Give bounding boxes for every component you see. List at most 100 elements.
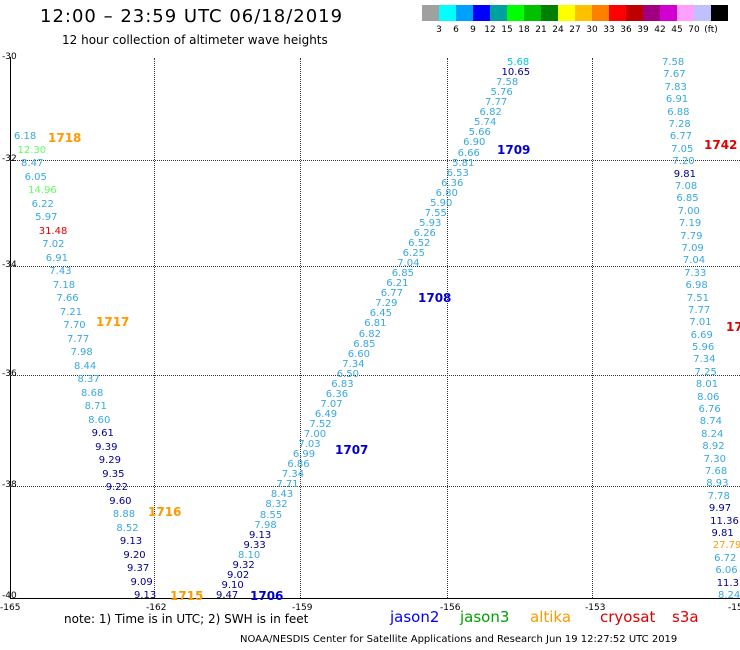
wave-height-value: 6.45 xyxy=(369,308,392,320)
wave-height-value: 6.60 xyxy=(347,348,371,360)
wave-height-value: 6.50 xyxy=(336,368,360,380)
wave-height-value: 7.58 xyxy=(496,77,519,89)
wave-height-value: 7.43 xyxy=(49,266,72,277)
wave-height-value: 7.04 xyxy=(397,258,420,270)
wave-height-value: 6.86 xyxy=(287,459,310,471)
legend-label: 6 xyxy=(453,25,459,35)
wave-height-value: 6.66 xyxy=(457,147,480,159)
mission-label: s3a xyxy=(672,608,699,626)
wave-height-value: 9.81 xyxy=(711,528,734,540)
pass-number-label: 17 xyxy=(726,320,740,334)
pass-number-label: 1716 xyxy=(148,505,182,519)
wave-height-value: 6.82 xyxy=(358,328,382,340)
wave-height-value: 6.36 xyxy=(325,388,349,400)
pass-number-label: 1708 xyxy=(418,291,452,305)
page-subtitle: 12 hour collection of altimeter wave hei… xyxy=(62,33,328,47)
wave-height-value: 5.76 xyxy=(490,87,513,99)
wave-height-value: 7.04 xyxy=(682,255,706,267)
wave-height-value: 6.77 xyxy=(380,288,403,300)
legend-label: 3 xyxy=(436,25,442,35)
wave-height-value: 8.71 xyxy=(84,401,107,412)
wave-height-value: 7.08 xyxy=(675,180,698,192)
wave-height-value: 14.96 xyxy=(28,185,57,196)
wave-height-value: 6.36 xyxy=(441,177,464,189)
wave-height-value: 9.81 xyxy=(673,168,696,180)
wave-height-value: 8.92 xyxy=(702,441,725,453)
wave-height-value: 5.68 xyxy=(507,57,530,68)
wave-height-value: 8.44 xyxy=(74,360,97,372)
wave-height-value: 31.48 xyxy=(38,225,68,237)
wave-height-value: 9.22 xyxy=(105,482,129,493)
wave-height-value: 11.36 xyxy=(710,515,739,527)
legend-label: 39 xyxy=(637,25,649,35)
wave-height-value: 9.10 xyxy=(221,579,244,591)
legend-swatch xyxy=(507,5,524,21)
wave-height-value: 9.20 xyxy=(123,549,146,561)
wave-height-value: 6.99 xyxy=(292,449,316,461)
latitude-tick-label: -40 xyxy=(2,591,17,601)
wave-height-value: 7.68 xyxy=(704,466,728,478)
wave-height-value: 9.61 xyxy=(91,428,114,439)
legend-swatch xyxy=(575,5,592,21)
wave-height-value: 7.28 xyxy=(668,118,691,130)
longitude-gridline xyxy=(592,58,593,598)
legend-swatch xyxy=(541,5,558,21)
wave-height-value: 9.13 xyxy=(248,529,272,541)
legend-label: (ft) xyxy=(704,25,718,35)
wave-height-value: 7.02 xyxy=(42,239,65,250)
wave-height-value: 6.83 xyxy=(331,378,354,390)
legend-label: 42 xyxy=(654,25,666,35)
legend-swatch xyxy=(609,5,626,21)
plot-bottom-border xyxy=(10,598,740,599)
legend-label: 9 xyxy=(470,25,476,35)
wave-height-value: 7.58 xyxy=(662,57,685,68)
legend-swatch xyxy=(677,5,694,21)
wave-height-value: 7.83 xyxy=(664,81,687,93)
longitude-tick-label: -165 xyxy=(0,603,21,613)
wave-height-value: 9.35 xyxy=(102,468,125,480)
wave-height-value: 9.09 xyxy=(130,576,153,588)
wave-height-value: 6.49 xyxy=(314,408,338,420)
wave-height-value: 7.21 xyxy=(59,306,83,318)
wave-height-value: 8.43 xyxy=(270,489,294,501)
wave-height-value: 9.47 xyxy=(216,590,239,601)
pass-number-label: 1709 xyxy=(497,143,531,157)
wave-height-value: 9.37 xyxy=(126,563,150,574)
wave-height-value: 5.66 xyxy=(468,127,491,139)
wave-height-value: 6.90 xyxy=(463,137,486,149)
wave-height-value: 6.91 xyxy=(665,94,689,106)
wave-height-value: 5.74 xyxy=(474,117,497,129)
legend-swatch xyxy=(592,5,609,21)
wave-height-value: 8.60 xyxy=(88,414,111,426)
wave-height-value: 5.96 xyxy=(691,342,715,354)
wave-height-value: 7.18 xyxy=(52,279,76,291)
legend-label: 70 xyxy=(688,25,700,35)
footer-credit: NOAA/NESDIS Center for Satellite Applica… xyxy=(240,634,678,645)
wave-height-value: 6.77 xyxy=(669,131,693,143)
legend-label: 45 xyxy=(671,25,683,35)
latitude-gridline xyxy=(10,266,740,267)
legend-label: 12 xyxy=(484,25,496,35)
wave-height-value: 7.03 xyxy=(298,439,321,451)
longitude-tick-label: -153 xyxy=(585,603,606,613)
legend-swatch xyxy=(490,5,507,21)
wave-height-value: 5.81 xyxy=(452,157,475,169)
wave-height-value: 7.71 xyxy=(276,479,299,491)
wave-height-value: 9.13 xyxy=(134,590,157,601)
wave-height-value: 8.01 xyxy=(695,379,719,391)
longitude-gridline xyxy=(447,58,448,598)
wave-height-value: 6.85 xyxy=(353,338,376,350)
wave-height-value: 7.01 xyxy=(689,317,712,329)
wave-height-value: 7.33 xyxy=(684,267,707,279)
legend-label: 18 xyxy=(518,25,530,35)
wave-height-value: 7.98 xyxy=(70,347,93,358)
pass-number-label: 1715 xyxy=(170,589,204,603)
wave-height-value: 6.21 xyxy=(386,278,409,290)
pass-number-label: 1717 xyxy=(96,315,130,329)
wave-height-value: 5.93 xyxy=(419,217,442,229)
wave-height-value: 7.79 xyxy=(680,230,703,242)
legend-label: 30 xyxy=(586,25,598,35)
pass-number-label: 1742 xyxy=(704,138,738,152)
legend-label: 33 xyxy=(603,25,615,35)
wave-height-value: 6.69 xyxy=(690,329,713,341)
